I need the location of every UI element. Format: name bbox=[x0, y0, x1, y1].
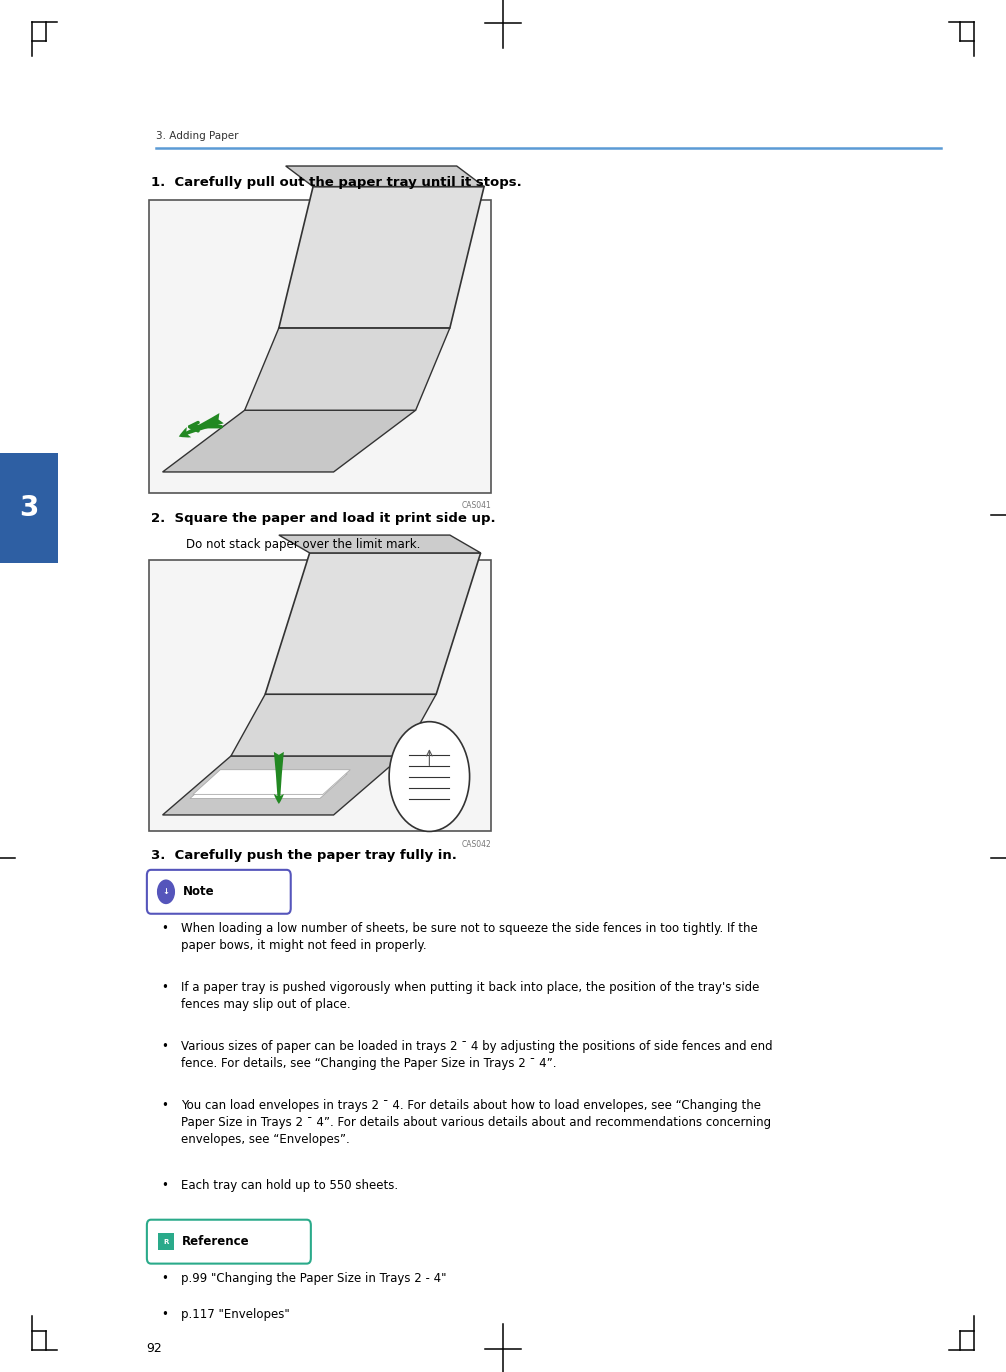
Text: •: • bbox=[161, 922, 168, 934]
FancyBboxPatch shape bbox=[147, 870, 291, 914]
Circle shape bbox=[157, 879, 175, 904]
Polygon shape bbox=[163, 756, 402, 815]
Text: 3: 3 bbox=[19, 494, 39, 521]
Text: •: • bbox=[161, 1040, 168, 1052]
Text: CAS041: CAS041 bbox=[461, 501, 491, 510]
Text: 3. Adding Paper: 3. Adding Paper bbox=[156, 132, 238, 141]
Polygon shape bbox=[244, 328, 450, 410]
Text: Various sizes of paper can be loaded in trays 2 ¯ 4 by adjusting the positions o: Various sizes of paper can be loaded in … bbox=[181, 1040, 773, 1070]
Text: •: • bbox=[161, 1272, 168, 1284]
Text: When loading a low number of sheets, be sure not to squeeze the side fences in t: When loading a low number of sheets, be … bbox=[181, 922, 758, 952]
Polygon shape bbox=[193, 770, 350, 794]
Text: You can load envelopes in trays 2 ¯ 4. For details about how to load envelopes, : You can load envelopes in trays 2 ¯ 4. F… bbox=[181, 1099, 772, 1146]
Text: •: • bbox=[161, 981, 168, 993]
Text: •: • bbox=[161, 1099, 168, 1111]
Polygon shape bbox=[279, 187, 484, 328]
Text: Do not stack paper over the limit mark.: Do not stack paper over the limit mark. bbox=[186, 538, 421, 550]
Text: 92: 92 bbox=[146, 1342, 162, 1354]
Text: R: R bbox=[163, 1239, 169, 1244]
Text: 2.  Square the paper and load it print side up.: 2. Square the paper and load it print si… bbox=[151, 512, 496, 524]
Polygon shape bbox=[266, 553, 481, 694]
Text: Note: Note bbox=[183, 885, 214, 899]
Bar bbox=[0, 453, 58, 563]
Polygon shape bbox=[279, 535, 481, 553]
Text: CAS042: CAS042 bbox=[461, 840, 491, 849]
Text: p.117 "Envelopes": p.117 "Envelopes" bbox=[181, 1308, 290, 1320]
Text: If a paper tray is pushed vigorously when putting it back into place, the positi: If a paper tray is pushed vigorously whe… bbox=[181, 981, 760, 1011]
FancyBboxPatch shape bbox=[147, 1220, 311, 1264]
Text: p.99 "Changing the Paper Size in Trays 2 - 4": p.99 "Changing the Paper Size in Trays 2… bbox=[181, 1272, 447, 1284]
Text: Each tray can hold up to 550 sheets.: Each tray can hold up to 550 sheets. bbox=[181, 1180, 398, 1192]
Bar bbox=[149, 560, 491, 831]
Bar bbox=[158, 1233, 174, 1250]
Polygon shape bbox=[163, 410, 415, 472]
Polygon shape bbox=[231, 694, 437, 756]
Bar bbox=[149, 200, 491, 493]
Text: Reference: Reference bbox=[182, 1235, 249, 1249]
Text: ↓: ↓ bbox=[163, 888, 169, 896]
Text: •: • bbox=[161, 1308, 168, 1320]
Text: 1.  Carefully pull out the paper tray until it stops.: 1. Carefully pull out the paper tray unt… bbox=[151, 176, 522, 188]
Polygon shape bbox=[190, 774, 347, 799]
Text: •: • bbox=[161, 1180, 168, 1192]
Circle shape bbox=[389, 722, 470, 831]
Polygon shape bbox=[286, 166, 484, 187]
Text: 3.  Carefully push the paper tray fully in.: 3. Carefully push the paper tray fully i… bbox=[151, 849, 457, 862]
